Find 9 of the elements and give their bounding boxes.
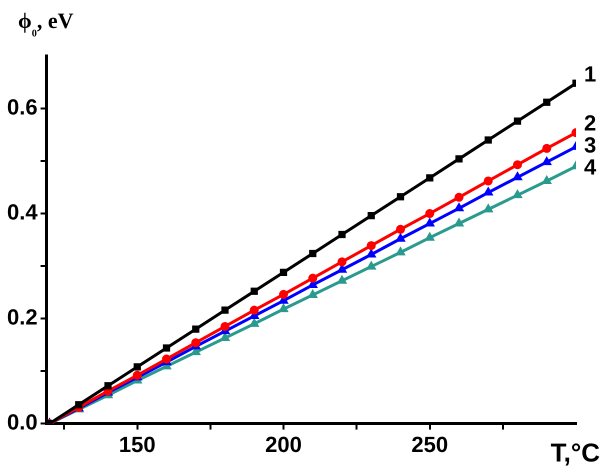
y-tick-label: 0.0: [6, 410, 38, 435]
x-axis-title: T,°C: [550, 438, 600, 468]
y-tick-label: 0.6: [6, 94, 38, 120]
y-tick-label: 0.4: [6, 200, 38, 225]
series-label: 1: [584, 61, 596, 86]
x-tick-label: 150: [118, 432, 156, 457]
y-tick-label: 0.2: [6, 304, 38, 330]
x-tick-label: 250: [411, 432, 448, 457]
x-tick-label: 200: [265, 432, 302, 457]
